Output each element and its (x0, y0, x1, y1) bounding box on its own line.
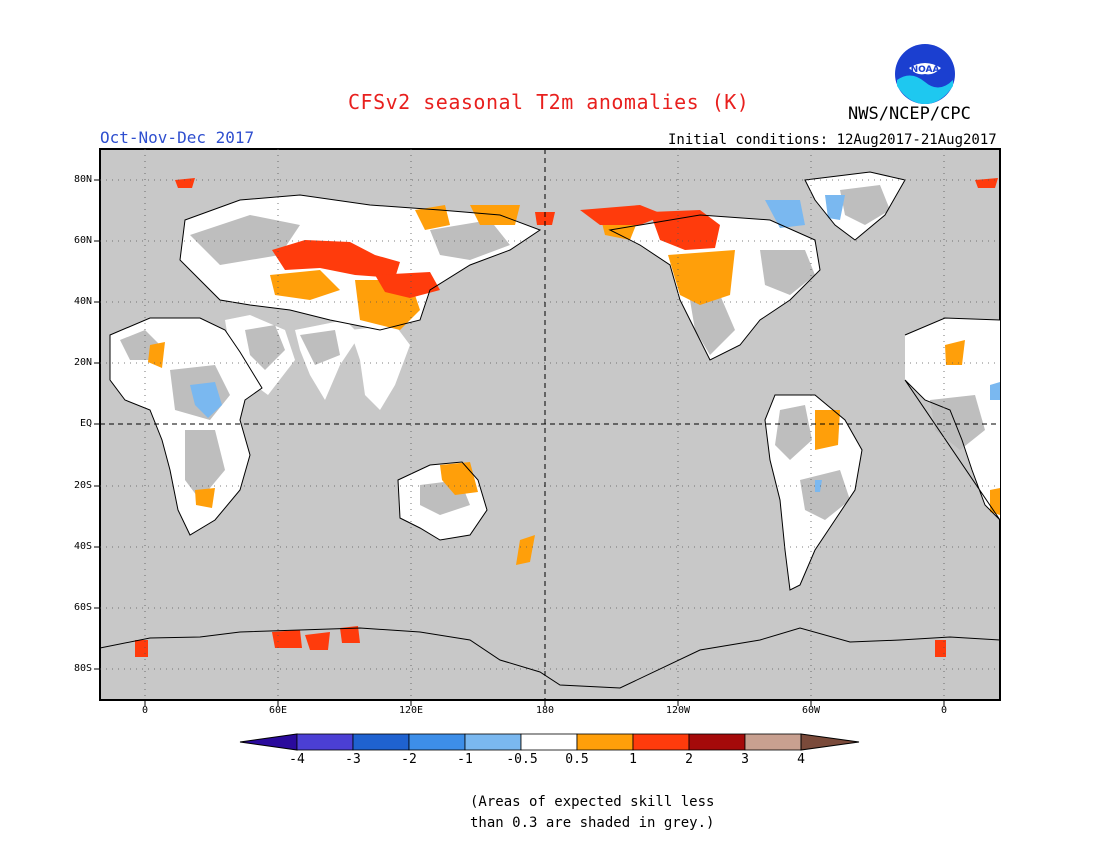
lon-label-0: 0 (141, 705, 149, 716)
lon-label-60e: 60E (268, 705, 288, 716)
lon-label-60w: 60W (801, 705, 821, 716)
skill-note-line-2: than 0.3 are shaded in grey.) (470, 815, 715, 831)
colorbar-segment (632, 733, 690, 751)
colorbar-segment (296, 733, 354, 751)
lon-label-120e: 120E (398, 705, 424, 716)
initial-conditions-label: Initial conditions: 12Aug2017-21Aug2017 (668, 132, 997, 148)
colorbar-segment (744, 733, 802, 751)
lat-label-60n: 60N (73, 235, 92, 246)
lon-label-180: 180 (535, 705, 555, 716)
low-skill-areas (120, 185, 985, 520)
noaa-logo-text: NOAA (911, 65, 940, 75)
lat-label-20s: 20S (73, 480, 92, 491)
cool-anomaly-weak (190, 195, 1000, 492)
lat-label-eq: EQ (79, 418, 92, 429)
axis-ticks (94, 179, 945, 706)
colorbar-label: 3 (741, 752, 749, 767)
skill-note-line-1: (Areas of expected skill less (470, 794, 715, 810)
colorbar-segment (408, 733, 466, 751)
graticule (100, 149, 1000, 700)
colorbar-segment (688, 733, 746, 751)
colorbar-label: -0.5 (506, 752, 538, 767)
noaa-logo: NOAA (893, 42, 957, 106)
colorbar-label: -3 (345, 752, 361, 767)
coastlines (109, 171, 1001, 591)
colorbar-arrow-left (239, 733, 298, 751)
chart-title: CFSv2 seasonal T2m anomalies (K) (348, 90, 750, 114)
antarctica-coastline (99, 627, 1001, 689)
colorbar-segment (520, 733, 578, 751)
lat-label-60s: 60S (73, 602, 92, 613)
lat-label-80s: 80S (73, 663, 92, 674)
colorbar-label: -4 (289, 752, 305, 767)
warm-anomaly-moderate (148, 205, 1000, 565)
colorbar-label: 2 (685, 752, 693, 767)
skill-note: (Areas of expected skill less than 0.3 a… (470, 792, 714, 834)
colorbar-label: 1 (629, 752, 637, 767)
colorbar-segment (464, 733, 522, 751)
colorbar-label: -2 (401, 752, 417, 767)
warm-anomaly-strong (135, 178, 998, 657)
agency-label: NWS/NCEP/CPC (848, 104, 971, 124)
lat-label-80n: 80N (73, 174, 92, 185)
colorbar-arrow-right (800, 733, 860, 751)
season-label: Oct-Nov-Dec 2017 (100, 128, 255, 147)
colorbar-label: 0.5 (565, 752, 589, 767)
lat-label-40s: 40S (73, 541, 92, 552)
lat-label-40n: 40N (73, 296, 92, 307)
colorbar-label: -1 (457, 752, 473, 767)
lat-label-20n: 20N (73, 357, 92, 368)
colorbar-segment (352, 733, 410, 751)
lon-label-0-right: 0 (940, 705, 948, 716)
lon-label-120w: 120W (665, 705, 691, 716)
colorbar-label: 4 (797, 752, 805, 767)
colorbar-segment (576, 733, 634, 751)
